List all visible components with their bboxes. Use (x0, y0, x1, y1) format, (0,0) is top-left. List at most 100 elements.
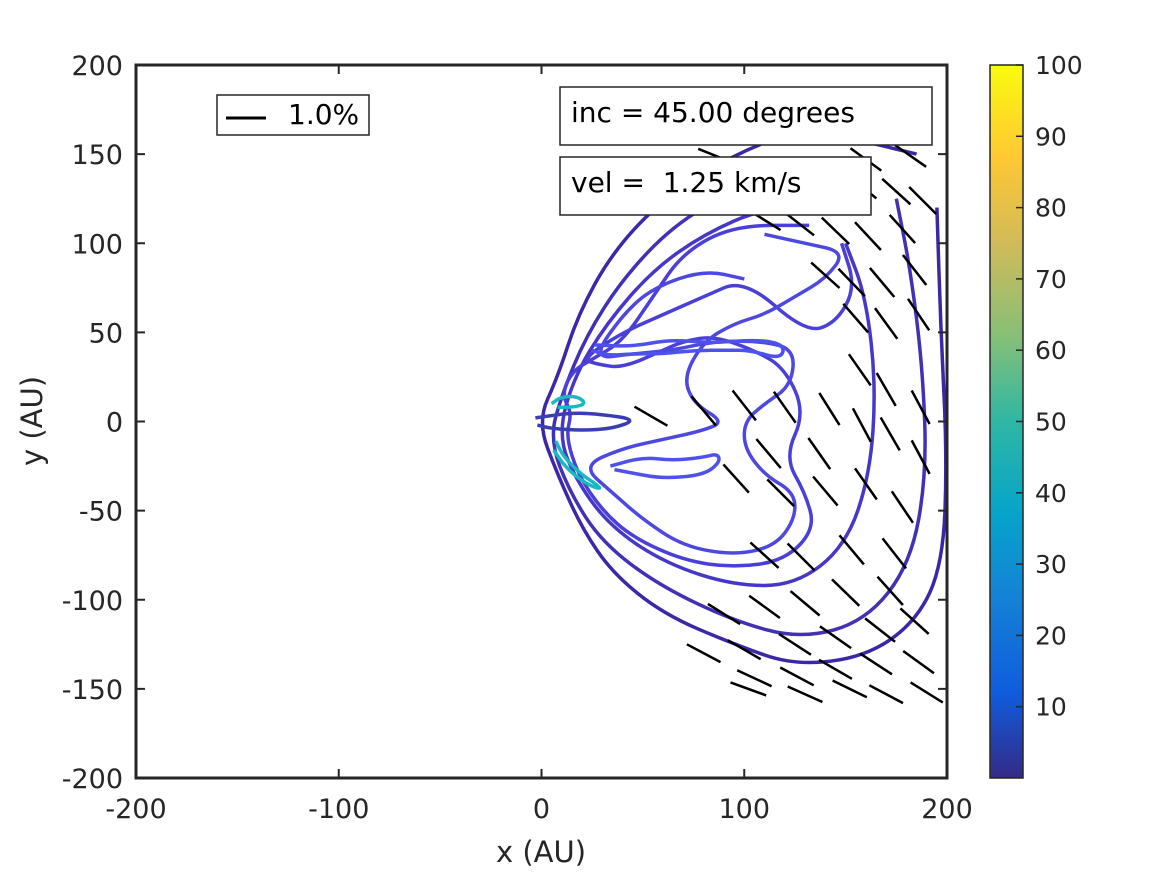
polarization-vector (818, 392, 841, 426)
polarization-vector (810, 261, 841, 289)
polarization-vector (873, 307, 899, 340)
polarization-vector (888, 214, 917, 244)
polarization-vector (820, 216, 851, 245)
y-axis-label: y (AU) (15, 376, 49, 466)
x-axis: -200 -100 0 100 200 (105, 65, 973, 825)
polarization-vector (837, 267, 866, 297)
polarization-vector (908, 186, 937, 215)
polarization-vector (730, 681, 767, 697)
polarization-vector (890, 490, 915, 524)
polarization-vector (807, 437, 832, 470)
polarization-vector (633, 405, 669, 427)
polarization-vector (722, 463, 750, 494)
polarization-vector (851, 407, 872, 443)
velocity-box (559, 156, 872, 216)
inclination-annotation: inc = 45.00 degrees (559, 86, 933, 146)
contour-level-15 (535, 411, 632, 432)
colorbar: 100 90 80 70 60 50 40 30 20 10 (989, 51, 1083, 779)
x-tick-label: 200 (921, 794, 973, 825)
colorbar-tick-label: 20 (1035, 621, 1067, 650)
polarization-vector (772, 390, 797, 424)
polarization-vector (842, 302, 870, 334)
polarization-vector (690, 395, 717, 427)
colorbar-tick-label: 30 (1035, 550, 1067, 579)
polarization-vector (786, 542, 816, 572)
polarization-vector (909, 681, 944, 704)
polarization-vector (879, 416, 901, 452)
polarization-vector (727, 639, 762, 661)
polarization-vector (847, 353, 872, 387)
polarization-vector (876, 575, 904, 606)
inclination-text: inc = 45.00 degrees (571, 96, 855, 129)
y-tick-label: -100 (62, 586, 123, 617)
polarization-vector (838, 534, 865, 566)
colorbar-tick-label: 70 (1035, 265, 1067, 294)
legend-frame (216, 94, 370, 136)
polarization-vector (875, 372, 897, 407)
polarization-vector (831, 578, 861, 607)
polarization-vector (812, 475, 839, 507)
polarization-vector (779, 666, 815, 687)
y-tick-label: 200 (71, 51, 123, 82)
polarization-vector (894, 143, 927, 168)
colorbar-tick-label: 100 (1035, 51, 1083, 80)
x-axis-label: x (AU) (496, 835, 586, 869)
y-tick-label: 50 (89, 318, 123, 349)
y-tick-label: -150 (62, 675, 123, 706)
y-tick-label: 150 (71, 140, 123, 171)
colorbar-tick-label: 10 (1035, 693, 1067, 722)
x-tick-label: -200 (105, 794, 166, 825)
velocity-annotation: vel = 1.25 km/s (559, 156, 872, 216)
legend-box: 1.0% (216, 94, 370, 136)
legend-label: 1.0% (288, 98, 359, 131)
polarization-vector (906, 298, 931, 331)
contour-level-50 (550, 394, 586, 409)
contour-level-8 (562, 223, 854, 568)
inclination-box (559, 86, 933, 146)
polarization-vector (859, 652, 893, 676)
colorbar-tick-label: 50 (1035, 408, 1067, 437)
polarization-vector (832, 679, 868, 699)
colorbar-tick-label: 60 (1035, 336, 1067, 365)
polarization-vector (854, 221, 882, 251)
polarization-vector (707, 602, 741, 626)
velocity-text: vel = 1.25 km/s (571, 166, 802, 199)
polarization-vector (881, 177, 912, 206)
polarization-vector (901, 254, 928, 286)
polarization-vector (686, 643, 722, 664)
polarization-vector (881, 537, 907, 570)
colorbar-tick-label: 80 (1035, 194, 1067, 223)
polarization-vector (748, 594, 781, 620)
y-tick-label: 100 (71, 229, 123, 260)
contour-level-10 (589, 232, 841, 555)
polarization-vector (736, 669, 773, 688)
colorbar-tick-label: 90 (1035, 122, 1067, 151)
x-tick-label: -100 (308, 794, 369, 825)
polarization-vector (749, 541, 780, 569)
y-tick-label: -50 (79, 497, 123, 528)
polarization-vector (766, 478, 796, 508)
polarization-vector (864, 617, 896, 643)
y-tick-label: -200 (62, 764, 123, 795)
polarization-vector (783, 210, 815, 237)
polarization-vector (902, 649, 935, 675)
polarization-vector (910, 389, 931, 425)
polarization-vector (787, 685, 823, 704)
contour-level-12 (591, 338, 785, 359)
y-tick-label: 0 (106, 408, 123, 439)
y-axis: 200 150 100 50 0 -50 -100 -150 -200 (62, 51, 947, 795)
polarization-vector (899, 607, 930, 635)
contour-level-12 (609, 453, 721, 480)
contour-level-50 (552, 440, 602, 490)
polarization-vector (789, 590, 821, 617)
polarization-vector (868, 684, 904, 705)
x-tick-label: 0 (533, 794, 550, 825)
contour-level-6 (560, 205, 876, 588)
polarization-vector (868, 267, 896, 298)
x-tick-label: 100 (718, 794, 770, 825)
polarization-vector (755, 438, 782, 469)
colorbar-ticks: 100 90 80 70 60 50 40 30 20 10 (1016, 51, 1083, 722)
polarization-vector (819, 625, 852, 650)
polarization-vector (910, 439, 931, 475)
